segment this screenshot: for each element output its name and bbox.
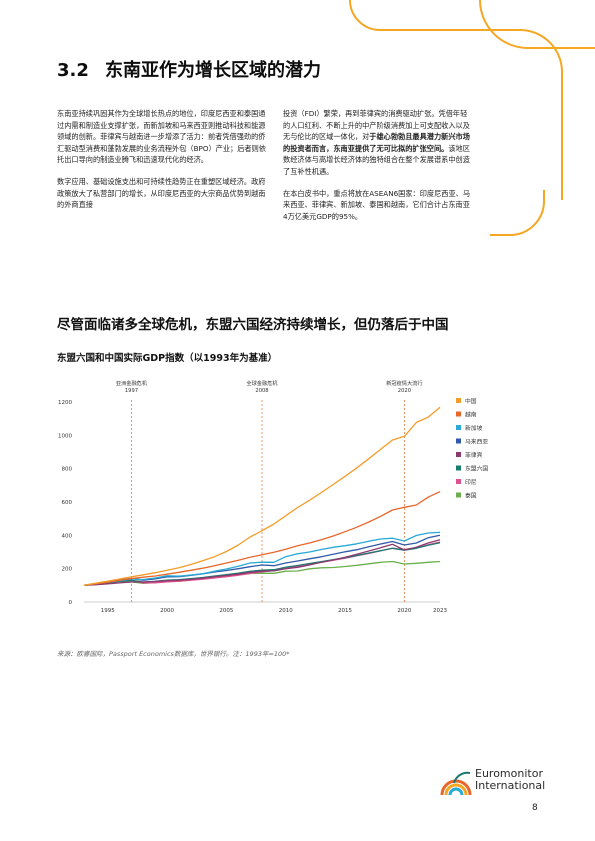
body-text: 投资（FDI）繁荣，再到菲律宾的消费驱动扩张。凭借年轻的人口红利、不断上升的中产… — [283, 109, 470, 142]
y-tick-label: 0 — [69, 600, 73, 606]
legend-label: 越南 — [465, 411, 477, 419]
legend-label: 中国 — [465, 397, 477, 405]
chart-title: 东盟六国和中国实际GDP指数（以1993年为基准） — [57, 353, 278, 364]
annotation-label: 新冠疫情大流行 — [386, 379, 422, 387]
section-title: 3.2 东南亚作为增长区域的潜力 — [57, 56, 321, 82]
section-number: 3.2 — [57, 60, 89, 81]
series-line — [83, 406, 441, 586]
annotation-year: 2008 — [255, 388, 268, 394]
y-tick-label: 400 — [62, 533, 73, 539]
x-tick-label: 2005 — [219, 608, 233, 614]
legend-swatch — [456, 398, 461, 403]
annotation-label: 亚洲金融危机 — [116, 379, 148, 387]
page-number: 8 — [532, 803, 538, 813]
x-tick-label: 2015 — [338, 608, 352, 614]
series-line — [83, 539, 441, 586]
legend-label: 印尼 — [465, 479, 477, 486]
annotation-year: 2020 — [398, 388, 411, 394]
y-tick-label: 1200 — [58, 400, 72, 406]
euromonitor-logo-icon — [440, 771, 472, 796]
y-tick-label: 200 — [62, 567, 73, 573]
y-tick-label: 600 — [62, 500, 73, 506]
legend-swatch — [456, 479, 461, 484]
series-line — [83, 491, 441, 586]
x-tick-label: 2010 — [279, 608, 293, 614]
logo-line2: International — [475, 779, 546, 792]
source-note: 来源：欧睿国际，Passport Economics数据库，世界银行。注：199… — [57, 650, 290, 658]
y-tick-label: 800 — [62, 467, 73, 473]
body-column-left: 东南亚持续巩固其作为全球增长热点的地位，印度尼西亚和泰国通过内需和制造业支撑扩张… — [57, 108, 269, 221]
legend-swatch — [456, 411, 461, 417]
annotation-year: 1997 — [125, 388, 138, 394]
body-paragraph: 数字应用、基础设施支出和可持续性趋势正在重塑区域经济。政府政策放大了私营部门的增… — [57, 176, 266, 210]
body-text: 该地区数经济体与高增长经济体的独特组合在整个发展谱系中创造了互补性机遇。 — [283, 143, 470, 176]
x-tick-label: 2023 — [433, 608, 447, 614]
body-column-right: 投资（FDI）繁荣，再到菲律宾的消费驱动扩张。凭借年轻的人口红利、不断上升的中产… — [283, 108, 471, 232]
body-text-bold: 于雄心勃勃且最具潜力新兴市场的投资者而言，东南亚提供了无可比拟的扩张空间。 — [283, 132, 470, 153]
legend-label: 菲律宾 — [465, 451, 483, 459]
body-paragraph: 投资（FDI）繁荣，再到菲律宾的消费驱动扩张。凭借年轻的人口红利、不断上升的中产… — [283, 108, 471, 178]
legend-label: 东盟六国 — [465, 465, 488, 473]
x-tick-label: 2000 — [160, 608, 174, 614]
section-heading: 东南亚作为增长区域的潜力 — [105, 60, 321, 81]
series-line — [83, 531, 441, 586]
x-tick-label: 1995 — [101, 608, 115, 614]
logo-text: Euromonitor International — [475, 768, 545, 792]
gdp-line-chart: 0 200 400 600 800 1000 1200 1995 2000 2005 2010 201… — [58, 379, 488, 614]
legend-swatch — [456, 465, 461, 471]
legend-swatch — [456, 452, 461, 457]
annotation-label: 全球金融危机 — [246, 379, 278, 387]
chart-heading: 尽管面临诸多全球危机，东盟六国经济持续增长，但仍落后于中国 — [57, 317, 449, 333]
body-paragraph: 在本白皮书中，重点将放在ASEAN6国家：印度尼西亚、马来西亚、菲律宾、新加坡、… — [283, 188, 471, 221]
legend-swatch — [456, 492, 461, 498]
legend-label: 新加坡 — [465, 424, 483, 432]
body-paragraph: 东南亚持续巩固其作为全球增长热点的地位，印度尼西亚和泰国通过内需和制造业支撑扩张… — [57, 109, 266, 165]
legend-label: 泰国 — [465, 492, 477, 500]
logo-line1: Euromonitor — [475, 767, 543, 780]
y-tick-label: 1000 — [58, 433, 72, 439]
legend-swatch — [456, 438, 461, 444]
legend-label: 马来西亚 — [465, 438, 488, 446]
legend-swatch — [456, 425, 461, 430]
series-line — [83, 534, 441, 586]
x-tick-label: 2020 — [397, 608, 411, 614]
